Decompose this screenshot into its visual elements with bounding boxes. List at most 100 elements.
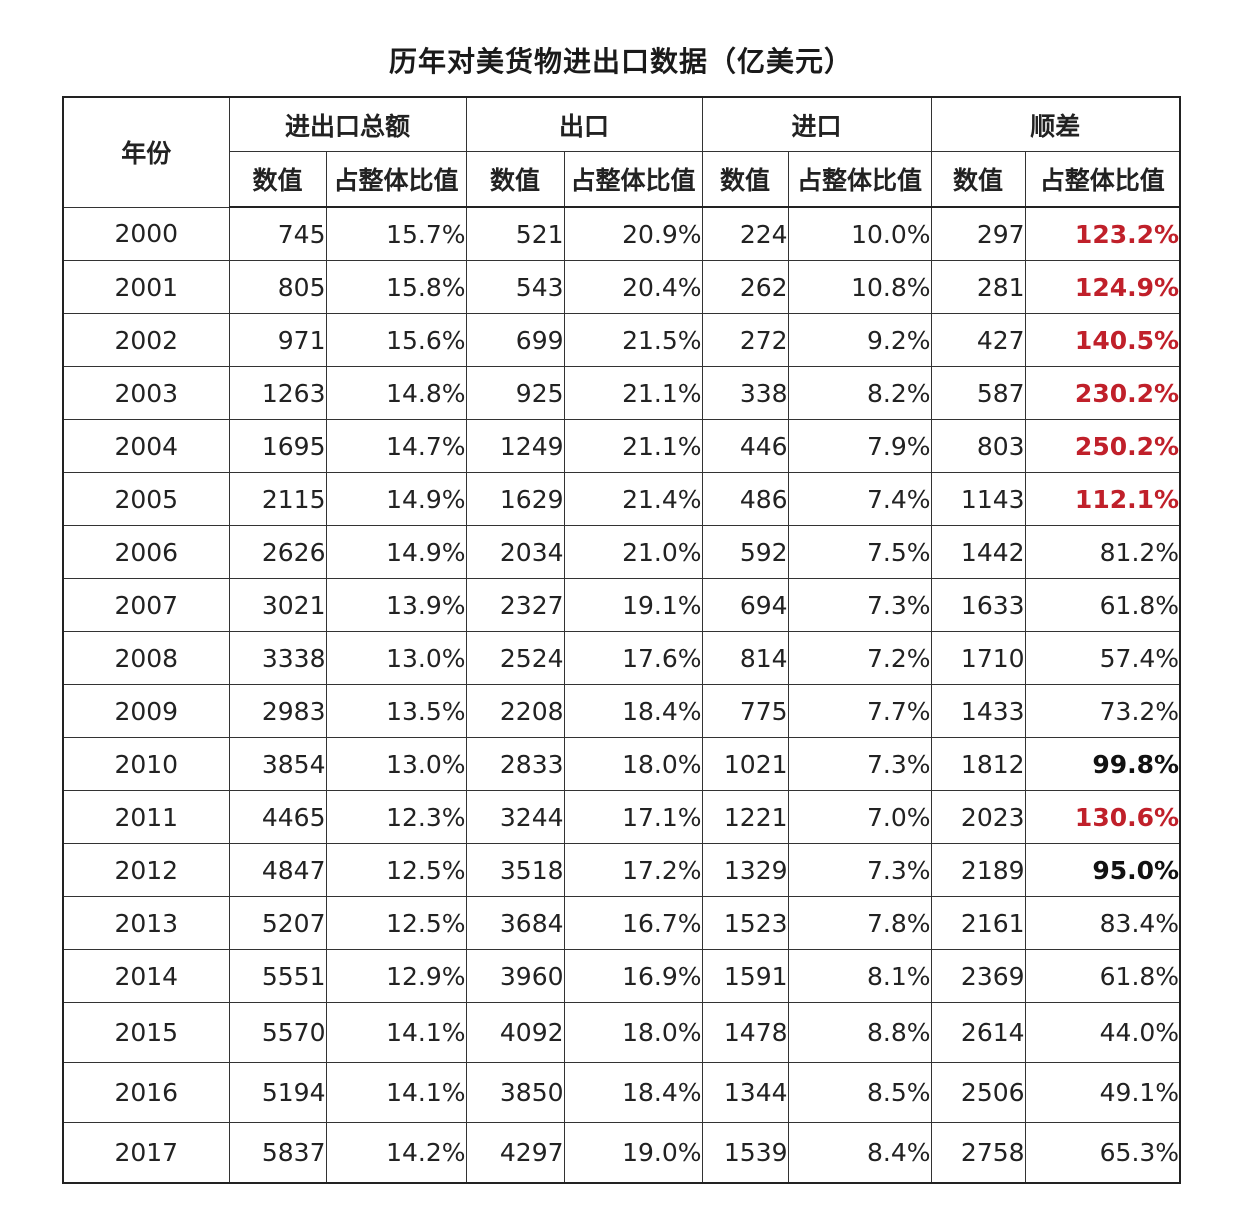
- import-value-header: 数值: [701, 151, 789, 208]
- total-ratio-cell: 15.7%: [325, 206, 467, 261]
- import-ratio-cell: 7.2%: [787, 631, 932, 685]
- import-value-cell: 694: [701, 578, 789, 632]
- table-row: 2010 3854 13.0% 2833 18.0% 1021 7.3% 1812 99.8%: [62, 737, 1181, 791]
- import-value-cell: 486: [701, 472, 789, 526]
- year-cell: 2009: [62, 684, 230, 738]
- table-row: 2005 2115 14.9% 1629 21.4% 486 7.4% 1143 112.1%: [62, 472, 1181, 526]
- total-ratio-cell: 15.6%: [325, 313, 467, 367]
- year-cell: 2006: [62, 525, 230, 579]
- surplus-value-cell: 1710: [930, 631, 1026, 685]
- import-value-cell: 446: [701, 419, 789, 473]
- year-cell: 2008: [62, 631, 230, 685]
- surplus-value-cell: 2506: [930, 1062, 1026, 1123]
- year-cell: 2013: [62, 896, 230, 950]
- surplus-value-cell: 1433: [930, 684, 1026, 738]
- table-row: 2011 4465 12.3% 3244 17.1% 1221 7.0% 2023 130.6%: [62, 790, 1181, 844]
- export-value-cell: 1629: [465, 472, 565, 526]
- total-ratio-cell: 12.5%: [325, 896, 467, 950]
- surplus-ratio-cell: 44.0%: [1024, 1002, 1181, 1063]
- surplus-value-cell: 1143: [930, 472, 1026, 526]
- total-value-cell: 5207: [228, 896, 327, 950]
- page-title: 历年对美货物进出口数据（亿美元）: [388, 45, 853, 78]
- table-row: 2014 5551 12.9% 3960 16.9% 1591 8.1% 2369 61.8%: [62, 949, 1181, 1003]
- table-row: 2013 5207 12.5% 3684 16.7% 1523 7.8% 2161 83.4%: [62, 896, 1181, 950]
- import-ratio-cell: 8.4%: [787, 1122, 932, 1184]
- surplus-ratio-cell: 250.2%: [1024, 419, 1181, 473]
- surplus-value-header: 数值: [930, 151, 1026, 208]
- export-ratio-cell: 18.0%: [563, 737, 703, 791]
- export-value-cell: 2034: [465, 525, 565, 579]
- total-value-cell: 2626: [228, 525, 327, 579]
- total-value-cell: 4847: [228, 843, 327, 897]
- surplus-ratio-cell: 112.1%: [1024, 472, 1181, 526]
- export-value-cell: 4297: [465, 1122, 565, 1184]
- total-ratio-cell: 14.9%: [325, 472, 467, 526]
- total-ratio-cell: 13.9%: [325, 578, 467, 632]
- export-value-cell: 1249: [465, 419, 565, 473]
- export-value-cell: 2833: [465, 737, 565, 791]
- total-ratio-cell: 12.9%: [325, 949, 467, 1003]
- total-ratio-cell: 13.5%: [325, 684, 467, 738]
- export-value-cell: 3684: [465, 896, 565, 950]
- surplus-value-cell: 2614: [930, 1002, 1026, 1063]
- year-cell: 2016: [62, 1062, 230, 1123]
- table-row: 2002 971 15.6% 699 21.5% 272 9.2% 427 140.5%: [62, 313, 1181, 367]
- year-cell: 2011: [62, 790, 230, 844]
- total-ratio-cell: 14.1%: [325, 1002, 467, 1063]
- total-value-cell: 3338: [228, 631, 327, 685]
- import-ratio-cell: 7.5%: [787, 525, 932, 579]
- import-ratio-cell: 7.7%: [787, 684, 932, 738]
- surplus-ratio-cell: 230.2%: [1024, 366, 1181, 420]
- import-value-cell: 1591: [701, 949, 789, 1003]
- export-value-cell: 4092: [465, 1002, 565, 1063]
- total-ratio-cell: 12.5%: [325, 843, 467, 897]
- export-ratio-cell: 18.4%: [563, 1062, 703, 1123]
- total-ratio-cell: 13.0%: [325, 631, 467, 685]
- year-cell: 2007: [62, 578, 230, 632]
- import-ratio-cell: 9.2%: [787, 313, 932, 367]
- total-ratio-cell: 14.9%: [325, 525, 467, 579]
- export-value-header: 数值: [465, 151, 565, 208]
- import-value-cell: 338: [701, 366, 789, 420]
- import-ratio-cell: 10.8%: [787, 260, 932, 314]
- surplus-value-cell: 281: [930, 260, 1026, 314]
- surplus-value-cell: 2758: [930, 1122, 1026, 1184]
- table-row: 2012 4847 12.5% 3518 17.2% 1329 7.3% 2189 95.0%: [62, 843, 1181, 897]
- table-header: 年份 进出口总额 出口 进口 顺差 数值 占整体比值 数值 占整体比值 数值 占…: [62, 96, 1181, 208]
- total-ratio-cell: 13.0%: [325, 737, 467, 791]
- export-value-cell: 543: [465, 260, 565, 314]
- export-ratio-cell: 17.1%: [563, 790, 703, 844]
- total-ratio-cell: 14.2%: [325, 1122, 467, 1184]
- year-cell: 2005: [62, 472, 230, 526]
- export-ratio-cell: 21.0%: [563, 525, 703, 579]
- total-ratio-cell: 14.7%: [325, 419, 467, 473]
- export-ratio-cell: 20.9%: [563, 206, 703, 261]
- export-ratio-cell: 18.0%: [563, 1002, 703, 1063]
- surplus-group-header: 顺差: [930, 96, 1181, 152]
- import-value-cell: 1539: [701, 1122, 789, 1184]
- export-ratio-cell: 17.6%: [563, 631, 703, 685]
- surplus-value-cell: 1812: [930, 737, 1026, 791]
- surplus-ratio-cell: 130.6%: [1024, 790, 1181, 844]
- total-ratio-cell: 14.8%: [325, 366, 467, 420]
- year-cell: 2010: [62, 737, 230, 791]
- import-value-cell: 1478: [701, 1002, 789, 1063]
- table-body: 2000 745 15.7% 521 20.9% 224 10.0% 297 123.2% 200…: [62, 206, 1181, 1184]
- table-row: 2000 745 15.7% 521 20.9% 224 10.0% 297 123.2%: [62, 206, 1181, 261]
- total-value-cell: 2115: [228, 472, 327, 526]
- table-row: 2006 2626 14.9% 2034 21.0% 592 7.5% 1442 81.2%: [62, 525, 1181, 579]
- import-value-cell: 1523: [701, 896, 789, 950]
- total-value-cell: 5570: [228, 1002, 327, 1063]
- import-value-cell: 262: [701, 260, 789, 314]
- import-ratio-cell: 7.4%: [787, 472, 932, 526]
- surplus-ratio-cell: 73.2%: [1024, 684, 1181, 738]
- year-cell: 2004: [62, 419, 230, 473]
- table-row: 2003 1263 14.8% 925 21.1% 338 8.2% 587 230.2%: [62, 366, 1181, 420]
- import-ratio-cell: 7.8%: [787, 896, 932, 950]
- import-value-cell: 1221: [701, 790, 789, 844]
- import-value-cell: 1021: [701, 737, 789, 791]
- total-ratio-header: 占整体比值: [325, 151, 467, 208]
- import-value-cell: 272: [701, 313, 789, 367]
- import-group-header: 进口: [701, 96, 932, 152]
- total-value-cell: 971: [228, 313, 327, 367]
